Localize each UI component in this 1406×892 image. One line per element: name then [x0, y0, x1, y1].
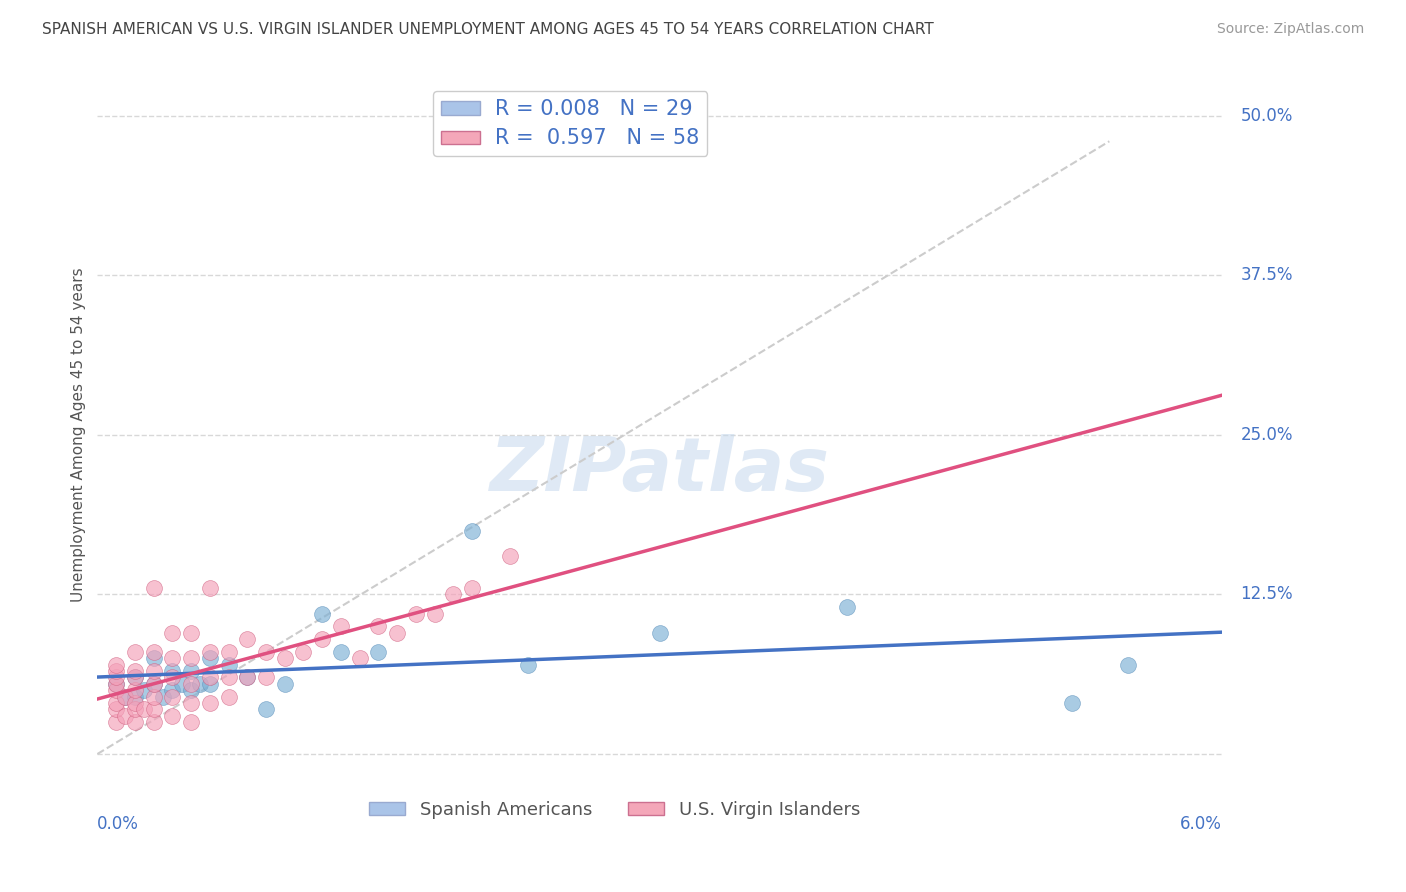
- Text: 50.0%: 50.0%: [1240, 107, 1294, 125]
- Point: [198, 651, 221, 665]
- Point: [124, 690, 146, 704]
- Point: [311, 632, 333, 647]
- Point: [198, 677, 221, 691]
- Point: [180, 677, 202, 691]
- Point: [236, 670, 259, 684]
- Point: [1060, 696, 1083, 710]
- Point: [124, 715, 146, 730]
- Point: [311, 607, 333, 621]
- Point: [105, 670, 128, 684]
- Point: [198, 581, 221, 595]
- Point: [124, 683, 146, 698]
- Text: ZIPatlas: ZIPatlas: [489, 434, 830, 508]
- Point: [349, 651, 371, 665]
- Point: [142, 581, 165, 595]
- Point: [124, 696, 146, 710]
- Legend: Spanish Americans, U.S. Virgin Islanders: Spanish Americans, U.S. Virgin Islanders: [361, 794, 868, 826]
- Point: [180, 696, 202, 710]
- Point: [152, 690, 174, 704]
- Point: [198, 645, 221, 659]
- Point: [162, 625, 184, 640]
- Point: [330, 619, 353, 633]
- Text: 6.0%: 6.0%: [1180, 815, 1222, 833]
- Point: [170, 677, 193, 691]
- Point: [124, 670, 146, 684]
- Text: Source: ZipAtlas.com: Source: ZipAtlas.com: [1216, 22, 1364, 37]
- Point: [218, 670, 240, 684]
- Point: [198, 670, 221, 684]
- Point: [180, 715, 202, 730]
- Point: [105, 677, 128, 691]
- Point: [114, 690, 136, 704]
- Point: [142, 715, 165, 730]
- Point: [142, 651, 165, 665]
- Point: [236, 670, 259, 684]
- Point: [162, 683, 184, 698]
- Point: [124, 664, 146, 678]
- Point: [105, 702, 128, 716]
- Point: [180, 683, 202, 698]
- Point: [274, 651, 297, 665]
- Point: [648, 625, 671, 640]
- Point: [274, 677, 297, 691]
- Point: [134, 683, 156, 698]
- Point: [218, 690, 240, 704]
- Point: [134, 702, 156, 716]
- Point: [162, 651, 184, 665]
- Point: [405, 607, 427, 621]
- Text: 25.0%: 25.0%: [1240, 425, 1294, 444]
- Point: [517, 657, 540, 672]
- Point: [142, 664, 165, 678]
- Point: [142, 690, 165, 704]
- Point: [162, 690, 184, 704]
- Point: [190, 677, 212, 691]
- Point: [124, 670, 146, 684]
- Point: [142, 677, 165, 691]
- Text: 37.5%: 37.5%: [1240, 267, 1294, 285]
- Point: [180, 651, 202, 665]
- Point: [105, 683, 128, 698]
- Point: [142, 645, 165, 659]
- Point: [198, 696, 221, 710]
- Point: [218, 657, 240, 672]
- Point: [423, 607, 446, 621]
- Point: [461, 524, 484, 538]
- Point: [124, 702, 146, 716]
- Point: [162, 664, 184, 678]
- Point: [105, 664, 128, 678]
- Point: [441, 587, 464, 601]
- Point: [162, 708, 184, 723]
- Point: [162, 670, 184, 684]
- Point: [292, 645, 315, 659]
- Y-axis label: Unemployment Among Ages 45 to 54 years: Unemployment Among Ages 45 to 54 years: [72, 268, 86, 602]
- Point: [105, 715, 128, 730]
- Point: [367, 619, 389, 633]
- Point: [498, 549, 520, 563]
- Text: 0.0%: 0.0%: [97, 815, 139, 833]
- Point: [180, 664, 202, 678]
- Point: [1116, 657, 1139, 672]
- Point: [142, 677, 165, 691]
- Point: [835, 600, 858, 615]
- Point: [142, 702, 165, 716]
- Point: [330, 645, 353, 659]
- Point: [218, 645, 240, 659]
- Point: [105, 696, 128, 710]
- Point: [105, 677, 128, 691]
- Point: [114, 708, 136, 723]
- Point: [124, 645, 146, 659]
- Point: [105, 657, 128, 672]
- Point: [387, 625, 409, 640]
- Text: SPANISH AMERICAN VS U.S. VIRGIN ISLANDER UNEMPLOYMENT AMONG AGES 45 TO 54 YEARS : SPANISH AMERICAN VS U.S. VIRGIN ISLANDER…: [42, 22, 934, 37]
- Point: [180, 625, 202, 640]
- Point: [461, 581, 484, 595]
- Point: [254, 670, 277, 684]
- Point: [254, 645, 277, 659]
- Point: [114, 690, 136, 704]
- Point: [254, 702, 277, 716]
- Text: 12.5%: 12.5%: [1240, 585, 1294, 604]
- Point: [367, 645, 389, 659]
- Point: [236, 632, 259, 647]
